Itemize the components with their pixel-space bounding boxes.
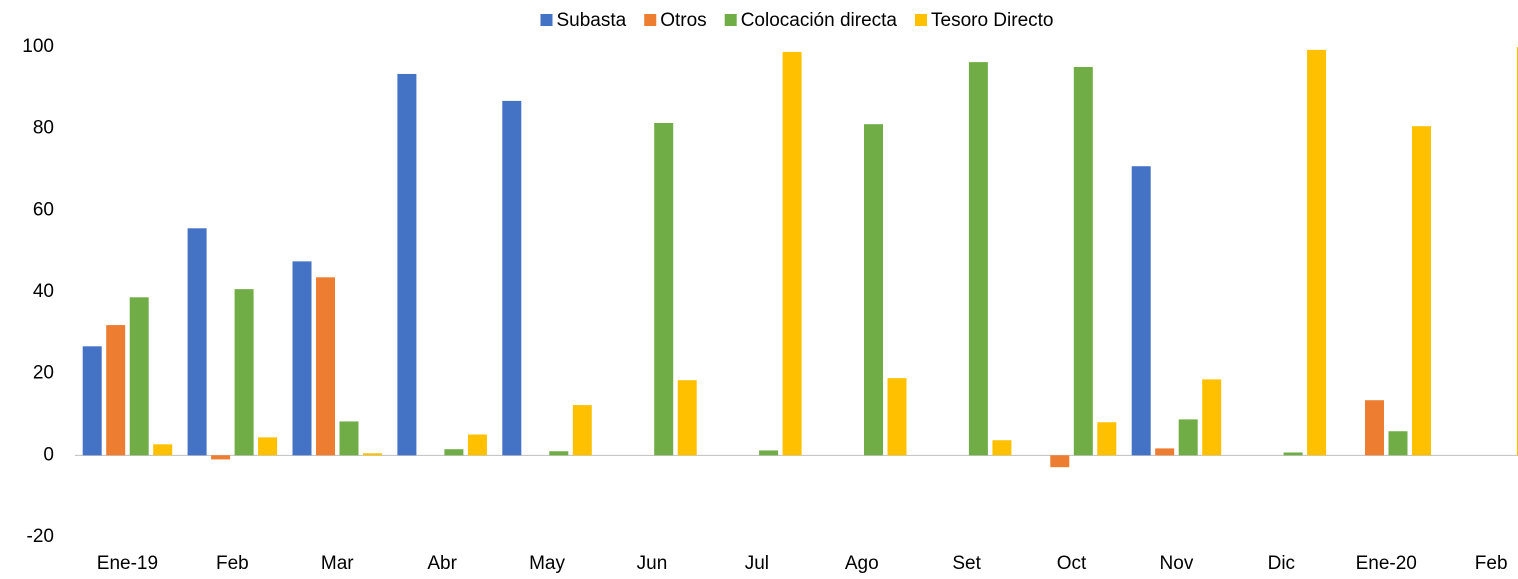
x-tick-label: Nov [1160,553,1194,574]
x-tick-label: Feb [216,553,249,574]
legend-label: Subasta [557,10,627,31]
legend-swatch [724,14,737,26]
bar [444,449,464,456]
x-tick-label: Feb [1475,553,1508,574]
x-tick-label: Oct [1057,553,1087,574]
x-tick-label: Ene-19 [97,553,158,574]
bar [1073,67,1093,456]
bar [864,124,883,456]
legend-label: Otros [660,10,706,31]
y-tick-label: 0 [43,444,54,465]
x-tick-label: Jul [745,553,769,574]
bar [887,378,907,456]
bar [1388,431,1408,456]
bar [339,421,359,456]
bar [1412,126,1431,456]
bar [502,100,522,456]
y-tick-label: 100 [22,36,54,57]
bar [397,73,417,456]
bar [1283,452,1303,456]
bar [1097,422,1117,456]
legend-swatch [915,14,927,26]
bar [106,325,126,456]
bar [759,450,779,456]
legend-swatch [540,14,553,26]
bar [968,62,988,456]
x-tick-label: Ene-20 [1356,553,1417,574]
y-tick-label: 20 [33,363,54,384]
bar [1178,419,1198,456]
bar [258,437,278,456]
bar [129,297,149,456]
bar [363,453,382,456]
bar [153,444,173,456]
y-tick-label: 80 [33,118,54,139]
x-tick-label: Ago [845,553,879,574]
y-tick-label: 60 [33,199,54,220]
bar [82,346,102,456]
bar [211,455,231,460]
bar [187,228,207,456]
x-tick-label: May [529,553,565,574]
bar [1202,379,1222,456]
y-tick-label: 40 [33,281,54,302]
bar [1050,455,1070,468]
x-tick-label: Mar [321,553,354,574]
bar [549,451,569,456]
bar [572,405,592,456]
bar [292,261,312,456]
y-tick-label: -20 [27,526,54,547]
x-tick-label: Jun [637,553,668,574]
x-tick-label: Dic [1268,553,1295,574]
legend-label: Colocación directa [741,10,898,31]
bar [1365,400,1384,456]
x-tick-label: Abr [427,553,457,574]
bar [677,380,697,456]
bar [1155,448,1175,456]
bar [1307,49,1327,456]
bar [992,440,1012,456]
bar [654,122,674,456]
x-tick-label: Set [952,553,981,574]
bar [782,51,802,456]
bar [1516,47,1518,456]
bar [234,289,254,456]
bar [467,434,487,456]
legend-swatch [644,14,657,26]
bar [316,277,335,456]
bar [1131,166,1151,456]
legend-label: Tesoro Directo [931,10,1054,31]
